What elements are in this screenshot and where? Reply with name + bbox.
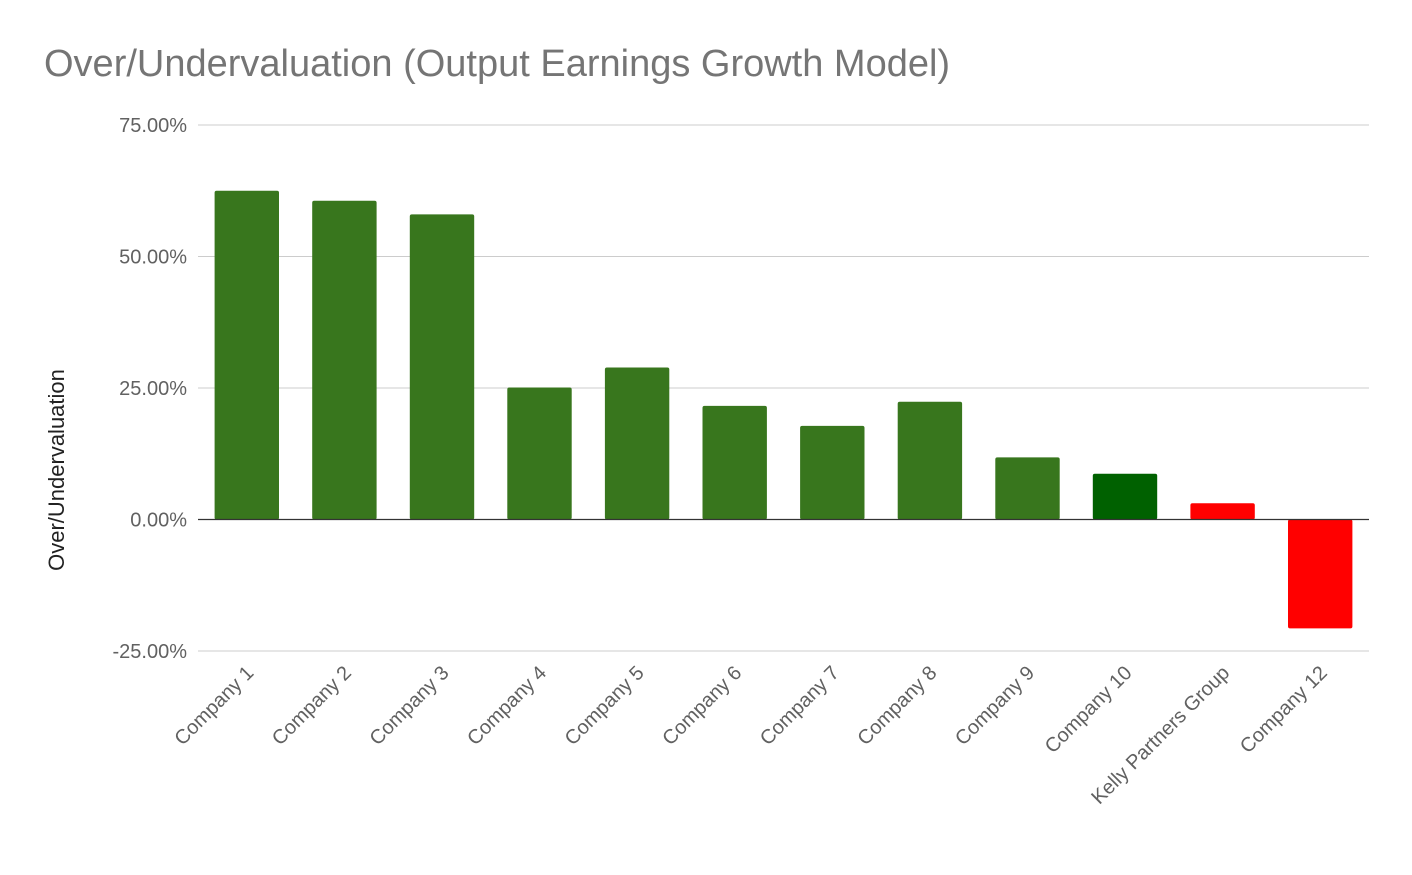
x-axis-categories: Company 1 Company 2 Company 3 Company 4 Comp… bbox=[170, 662, 1331, 809]
bar bbox=[1092, 473, 1158, 520]
bar bbox=[800, 425, 865, 520]
x-category-label: Company 10 bbox=[1041, 662, 1137, 758]
x-category-label: Company 4 bbox=[463, 662, 551, 750]
x-category-label: Company 8 bbox=[854, 662, 942, 750]
y-tick-label: 25.00% bbox=[119, 378, 187, 400]
x-category-label: Company 2 bbox=[268, 662, 356, 750]
x-category-label: Company 5 bbox=[561, 662, 649, 750]
chart-title: Over/Undervaluation (Output Earnings Gro… bbox=[44, 43, 950, 85]
x-category-label: Company 9 bbox=[951, 662, 1039, 750]
gridlines bbox=[198, 124, 1369, 652]
x-category-label: Company 1 bbox=[170, 662, 258, 750]
y-axis-ticks: 75.00% 50.00% 25.00% 0.00% -25.00% bbox=[113, 115, 188, 663]
bar bbox=[214, 190, 279, 520]
x-category-label: Company 3 bbox=[366, 662, 454, 750]
y-tick-label: 75.00% bbox=[119, 115, 187, 137]
bar bbox=[897, 401, 963, 520]
bar bbox=[312, 200, 377, 520]
x-category-label: Company 12 bbox=[1236, 662, 1332, 758]
y-axis-title: Over/Undervaluation bbox=[44, 369, 69, 571]
bar bbox=[702, 405, 767, 520]
y-tick-label: 50.00% bbox=[119, 247, 187, 269]
bar bbox=[1190, 503, 1255, 520]
bar bbox=[1288, 519, 1353, 629]
y-tick-label: -25.00% bbox=[113, 641, 188, 663]
y-tick-label: 0.00% bbox=[130, 510, 187, 532]
bars bbox=[214, 190, 1353, 629]
bar bbox=[507, 387, 572, 520]
bar bbox=[604, 367, 670, 520]
x-category-label: Company 7 bbox=[756, 662, 844, 750]
bar bbox=[409, 214, 475, 520]
bar bbox=[995, 457, 1060, 520]
x-category-label: Company 6 bbox=[658, 662, 746, 750]
